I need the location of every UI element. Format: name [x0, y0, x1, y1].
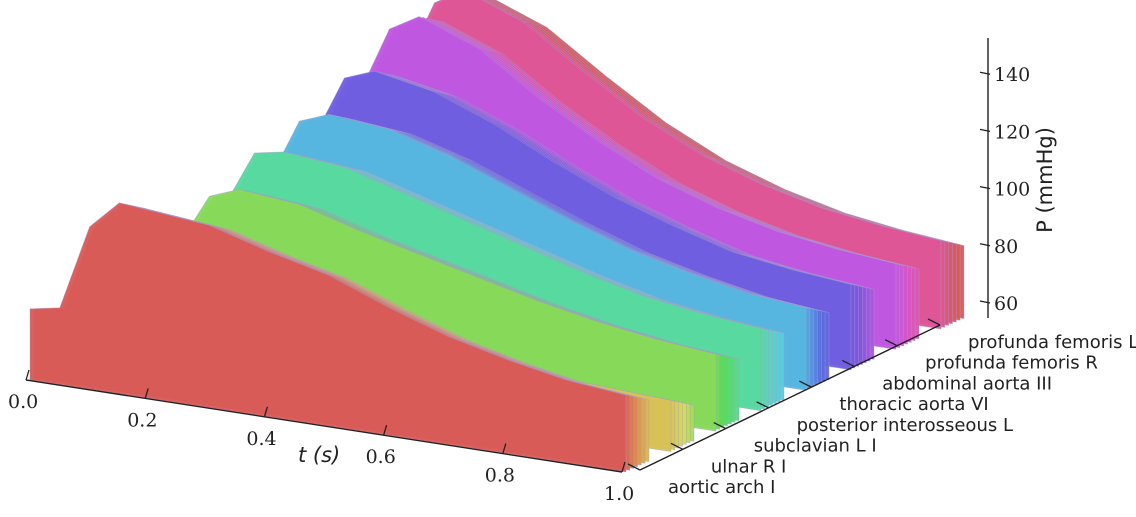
vessel-tick	[756, 401, 769, 409]
t-tick-label: 0.4	[246, 428, 276, 450]
t-tick	[144, 388, 149, 399]
vessel-axis-line	[639, 324, 941, 471]
t-tick-label: 0.2	[127, 409, 157, 431]
t-tick-label: 0.0	[8, 391, 38, 413]
t-tick-label: 1.0	[604, 483, 634, 505]
vessel-tick	[927, 318, 941, 326]
vessel-tick	[670, 442, 684, 450]
p-tick	[979, 185, 991, 190]
p-tick	[979, 71, 991, 75]
vessel-tick-label: thoracic aorta VI	[839, 394, 988, 415]
t-axis-line	[25, 379, 623, 473]
x-axis-title: t (s)	[298, 443, 340, 467]
t-tick	[502, 443, 507, 454]
p-tick-label: 100	[994, 179, 1030, 201]
p-tick-label: 80	[994, 236, 1018, 258]
vessel-tick-label: profunda femoris L	[968, 332, 1136, 353]
vessel-tick	[841, 359, 855, 368]
waveform-surface	[29, 202, 627, 473]
vessel-tick	[884, 339, 898, 347]
vessel-tick-label: profunda femoris R	[925, 353, 1098, 374]
p-tick-label: 60	[994, 293, 1018, 315]
z-axis-title: P (mmHg)	[1033, 127, 1057, 233]
vessel-tick-label: ulnar R I	[711, 456, 787, 477]
p-tick	[979, 243, 991, 247]
t-tick	[25, 369, 30, 381]
p-tick-label: 120	[994, 121, 1030, 143]
t-tick-label: 0.8	[485, 465, 515, 487]
p-tick	[979, 128, 991, 133]
t-tick	[382, 425, 388, 436]
vessel-tick	[627, 463, 641, 471]
surface-layer	[29, 0, 965, 473]
series-0	[29, 202, 650, 473]
p-tick	[979, 300, 991, 304]
p-tick-label: 140	[994, 64, 1030, 86]
t-tick-label: 0.6	[366, 446, 396, 468]
vessel-tick	[713, 421, 727, 430]
vessel-tick-label: abdominal aorta III	[882, 373, 1052, 394]
vessel-tick-label: posterior interosseous L	[797, 415, 1013, 436]
t-tick	[621, 461, 626, 473]
vessel-tick-label: subclavian L I	[754, 436, 877, 457]
vessel-tick-label: aortic arch I	[668, 477, 776, 498]
t-tick	[263, 406, 269, 417]
vessel-tick	[799, 380, 812, 388]
